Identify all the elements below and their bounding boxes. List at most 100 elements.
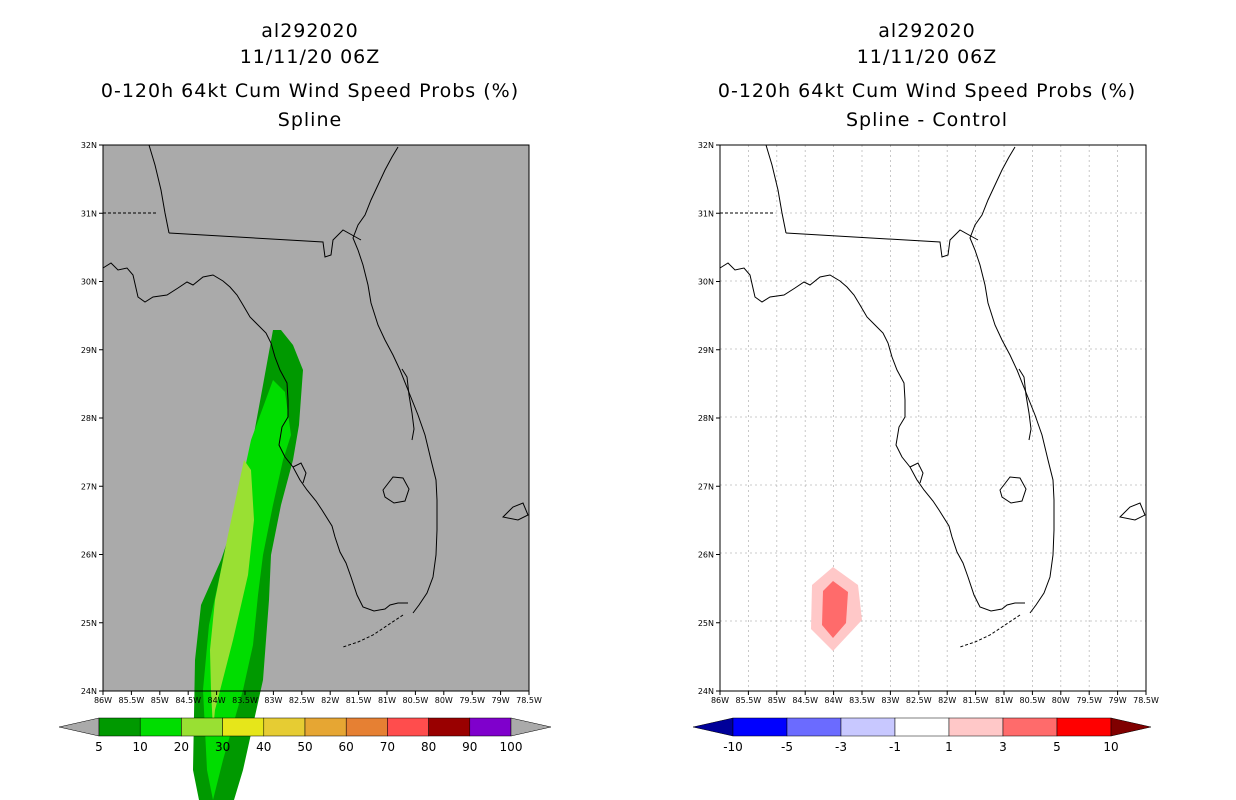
colorbar-swatch <box>1002 717 1058 737</box>
left-subtitle: Spline <box>277 109 343 131</box>
lon-label: 82.5W <box>289 696 315 705</box>
colorbar-swatch <box>469 717 512 737</box>
right-storm-id: al292020 <box>878 20 976 42</box>
colorbar-swatch <box>428 717 471 737</box>
right-subtitle: Spline - Control <box>845 109 1009 131</box>
colorbar-label: 10 <box>133 740 148 754</box>
colorbar-label: 30 <box>215 740 230 754</box>
right-datetime: 11/11/20 06Z <box>856 46 998 68</box>
colorbar-label: 100 <box>500 740 523 754</box>
colorbar-label: 1 <box>945 740 953 754</box>
lon-label: 83.5W <box>232 696 258 705</box>
lon-label: 84.5W <box>175 696 201 705</box>
lon-label: 85.5W <box>119 696 145 705</box>
colorbar-label: -1 <box>889 740 901 754</box>
right-colorbar: -10 -5 -3 -1 1 3 5 10 <box>692 717 1152 754</box>
colorbar-swatch <box>786 717 842 737</box>
colorbar-under-triangle <box>58 717 100 737</box>
colorbar-label: 3 <box>999 740 1007 754</box>
lon-label: 85W <box>151 696 169 705</box>
lon-label: 86W <box>94 696 112 705</box>
lat-label: 26N <box>698 551 714 560</box>
colorbar-label: -3 <box>835 740 847 754</box>
colorbar-label: 80 <box>421 740 436 754</box>
left-lat-labels: 32N 31N 30N 29N 28N 27N 26N 25N 24N <box>81 141 103 696</box>
lon-label: 86W <box>711 696 729 705</box>
lon-label: 82W <box>321 696 339 705</box>
colorbar-label: 60 <box>339 740 354 754</box>
lon-label: 81.5W <box>346 696 372 705</box>
left-lon-labels: 86W 85.5W 85W 84.5W 84W 83.5W 83W 82.5W 82W 81.5W… <box>94 691 542 705</box>
prob-area-10 <box>203 380 291 800</box>
colorbar-label: 5 <box>1053 740 1061 754</box>
lat-label: 30N <box>81 278 97 287</box>
lon-label: 82.5W <box>906 696 932 705</box>
lat-label: 25N <box>81 619 97 628</box>
lat-label: 28N <box>698 414 714 423</box>
lat-label: 29N <box>81 346 97 355</box>
colorbar-over-triangle <box>1110 717 1152 737</box>
lat-label: 24N <box>81 687 97 696</box>
lon-label: 80.5W <box>403 696 429 705</box>
colorbar-swatch <box>948 717 1004 737</box>
left-datetime: 11/11/20 06Z <box>239 46 381 68</box>
lon-label: 84W <box>208 696 226 705</box>
colorbar-under-triangle <box>692 717 734 737</box>
right-lon-labels: 86W 85.5W 85W 84.5W 84W 83.5W 83W 82.5W 82W 81.5W… <box>711 691 1159 705</box>
colorbar-swatch <box>304 717 347 737</box>
colorbar-label: 90 <box>462 740 477 754</box>
colorbar-swatch <box>840 717 896 737</box>
lon-label: 84.5W <box>792 696 818 705</box>
colorbar-swatch <box>222 717 265 737</box>
colorbar-swatch <box>263 717 306 737</box>
colorbar-label: 20 <box>174 740 189 754</box>
left-panel-title: al292020 11/11/20 06Z 0-120h 64kt Cum Wi… <box>60 18 560 133</box>
lon-label: 84W <box>825 696 843 705</box>
colorbar-swatch <box>1056 717 1112 737</box>
lon-label: 82W <box>938 696 956 705</box>
right-panel-title: al292020 11/11/20 06Z 0-120h 64kt Cum Wi… <box>677 18 1177 133</box>
colorbar-label: 5 <box>95 740 103 754</box>
left-map-background <box>103 145 529 691</box>
lat-label: 24N <box>698 687 714 696</box>
colorbar-label: -5 <box>781 740 793 754</box>
colorbar-label: 50 <box>297 740 312 754</box>
lon-label: 78.5W <box>516 696 542 705</box>
lon-label: 80.5W <box>1020 696 1046 705</box>
lon-label: 80W <box>435 696 453 705</box>
colorbar-swatch <box>894 717 950 737</box>
lon-label: 81W <box>995 696 1013 705</box>
colorbar-label: 70 <box>380 740 395 754</box>
lon-label: 83W <box>264 696 282 705</box>
colorbar-swatch <box>732 717 788 737</box>
colorbar-swatch <box>98 717 141 737</box>
lon-label: 81W <box>378 696 396 705</box>
lat-label: 32N <box>81 141 97 150</box>
lon-label: 78.5W <box>1133 696 1159 705</box>
lon-label: 85W <box>768 696 786 705</box>
lon-label: 83.5W <box>849 696 875 705</box>
lon-label: 79W <box>1109 696 1127 705</box>
lon-label: 85.5W <box>736 696 762 705</box>
right-lat-labels: 32N 31N 30N 29N 28N 27N 26N 25N 24N <box>698 141 720 696</box>
colorbar-label: -10 <box>723 740 743 754</box>
lat-label: 27N <box>81 482 97 491</box>
right-map-background <box>720 145 1146 691</box>
left-storm-id: al292020 <box>261 20 359 42</box>
lat-label: 32N <box>698 141 714 150</box>
lat-label: 28N <box>81 414 97 423</box>
prob-area-20 <box>210 460 254 730</box>
colorbar-over-triangle <box>510 717 552 737</box>
lon-label: 79.5W <box>459 696 485 705</box>
left-product-title: 0-120h 64kt Cum Wind Speed Probs (%) <box>100 80 520 102</box>
left-colorbar: 5 10 20 30 40 50 60 70 80 90 100 <box>58 717 552 754</box>
colorbar-label: 10 <box>1103 740 1118 754</box>
colorbar-swatch <box>387 717 429 737</box>
lat-label: 31N <box>698 209 714 218</box>
lat-label: 26N <box>81 551 97 560</box>
lat-label: 29N <box>698 346 714 355</box>
lon-label: 80W <box>1052 696 1070 705</box>
diff-area-3-5 <box>822 581 848 638</box>
lat-label: 31N <box>81 209 97 218</box>
